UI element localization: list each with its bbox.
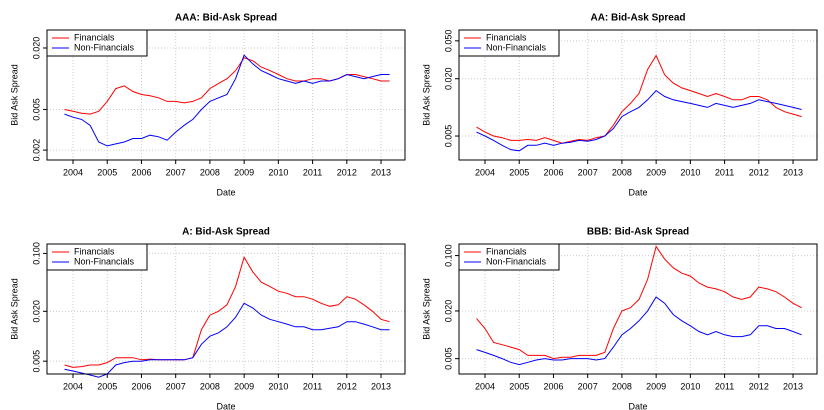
y-tick-label: 0.002 (31, 139, 41, 162)
x-tick-label: 2013 (371, 167, 391, 177)
legend-box (458, 29, 560, 57)
x-tick-label: 2005 (509, 381, 529, 391)
series-line (64, 54, 390, 147)
x-tick-label: 2006 (131, 167, 151, 177)
panel: BBB: Bid-Ask Spread Date Bid Ask Spread 200… (421, 227, 818, 410)
x-axis-label: Date (628, 401, 647, 410)
y-tick-label: 0.020 (31, 300, 41, 323)
chart-title: AA: Bid-Ask Spread (590, 13, 685, 24)
x-tick-label: 2009 (646, 167, 666, 177)
x-tick-label: 2012 (749, 381, 769, 391)
x-tick-label: 2007 (166, 167, 186, 177)
legend-label: Non-Financials (486, 256, 547, 266)
x-tick-label: 2012 (337, 167, 357, 177)
x-tick-label: 2010 (268, 381, 288, 391)
legend-label: Non-Financials (74, 42, 135, 52)
x-tick-label: 2005 (97, 167, 117, 177)
series-line (476, 296, 802, 366)
x-tick-label: 2007 (166, 381, 186, 391)
x-tick-label: 2009 (234, 381, 254, 391)
y-tick-label: 0.020 (443, 300, 453, 323)
x-tick-label: 2008 (612, 167, 632, 177)
x-tick-label: 2006 (543, 381, 563, 391)
y-tick-label: 0.005 (31, 98, 41, 121)
y-tick-label: 0.100 (31, 242, 41, 265)
plot-frame (458, 243, 818, 375)
x-axis-label: Date (216, 401, 235, 410)
series-line (476, 54, 802, 144)
plot-frame (458, 29, 818, 161)
panel: AAA: Bid-Ask Spread Date Bid Ask Spread 200… (9, 13, 406, 197)
legend-label: Non-Financials (74, 256, 135, 266)
legend-box (46, 243, 148, 271)
legend-label: Financials (74, 32, 115, 42)
x-tick-label: 2010 (680, 381, 700, 391)
y-tick-label: 0.100 (443, 244, 453, 267)
legend-label: Non-Financials (486, 42, 547, 52)
series-line (476, 89, 802, 152)
y-tick-label: 0.005 (31, 350, 41, 373)
x-tick-label: 2007 (578, 381, 598, 391)
legend-label: Financials (486, 32, 527, 42)
plot-frame (46, 243, 406, 375)
chart-title: BBB: Bid-Ask Spread (587, 227, 689, 238)
x-tick-label: 2004 (475, 381, 495, 391)
series-line (64, 255, 390, 368)
x-tick-label: 2005 (509, 167, 529, 177)
chart-title: A: Bid-Ask Spread (182, 227, 270, 238)
y-tick-label: 0.005 (443, 125, 453, 148)
x-axis-label: Date (628, 187, 647, 197)
x-tick-label: 2011 (715, 381, 734, 391)
legend-label: Financials (74, 246, 115, 256)
x-tick-label: 2010 (268, 167, 288, 177)
x-axis-label: Date (216, 187, 235, 197)
x-tick-label: 2009 (646, 381, 666, 391)
x-tick-label: 2004 (63, 381, 83, 391)
x-tick-label: 2012 (337, 381, 357, 391)
x-tick-label: 2011 (303, 381, 322, 391)
series-line (64, 57, 390, 115)
y-tick-label: 0.050 (443, 30, 453, 53)
chart-title: AAA: Bid-Ask Spread (175, 13, 277, 24)
y-axis-label: Bid Ask Spread (421, 278, 431, 340)
y-tick-label: 0.020 (443, 67, 453, 90)
x-tick-label: 2010 (680, 167, 700, 177)
x-tick-label: 2005 (97, 381, 117, 391)
x-tick-label: 2013 (783, 381, 803, 391)
x-tick-label: 2009 (234, 167, 254, 177)
legend-box (458, 243, 560, 271)
x-tick-label: 2004 (63, 167, 83, 177)
x-tick-label: 2011 (303, 167, 322, 177)
x-tick-label: 2006 (131, 381, 151, 391)
x-tick-label: 2006 (543, 167, 563, 177)
y-tick-label: 0.020 (31, 37, 41, 60)
y-axis-label: Bid Ask Spread (421, 64, 431, 126)
x-tick-label: 2008 (200, 381, 220, 391)
y-tick-label: 0.005 (443, 347, 453, 370)
series-line (476, 245, 802, 360)
x-tick-label: 2007 (578, 167, 598, 177)
panel: A: Bid-Ask Spread Date Bid Ask Spread 2004 2… (9, 227, 406, 410)
x-tick-label: 2008 (612, 381, 632, 391)
x-tick-label: 2013 (783, 167, 803, 177)
legend-label: Financials (486, 246, 527, 256)
plot-frame (46, 29, 406, 161)
x-tick-label: 2011 (715, 167, 734, 177)
legend-box (46, 29, 148, 57)
x-tick-label: 2012 (749, 167, 769, 177)
y-axis-label: Bid Ask Spread (9, 64, 19, 126)
y-axis-label: Bid Ask Spread (9, 278, 19, 340)
series-line (64, 302, 390, 378)
x-tick-label: 2008 (200, 167, 220, 177)
x-tick-label: 2013 (371, 381, 391, 391)
panel: AA: Bid-Ask Spread Date Bid Ask Spread 2004… (421, 13, 818, 197)
x-tick-label: 2004 (475, 167, 495, 177)
